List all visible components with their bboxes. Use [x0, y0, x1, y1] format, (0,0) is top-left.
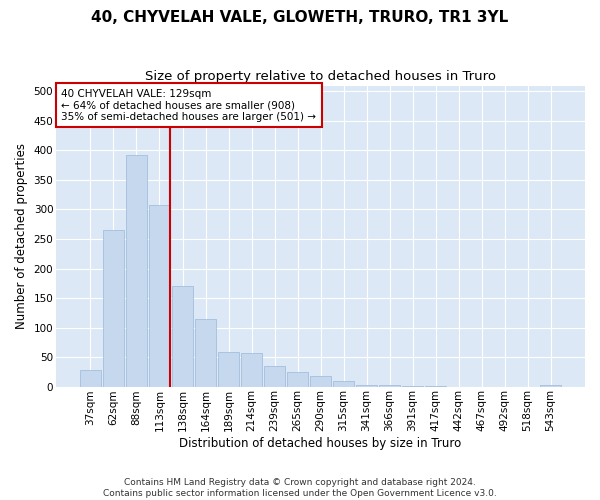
Bar [218, 352, 239, 386]
Bar [80, 370, 101, 386]
Text: 40 CHYVELAH VALE: 129sqm
← 64% of detached houses are smaller (908)
35% of semi-: 40 CHYVELAH VALE: 129sqm ← 64% of detach… [61, 88, 316, 122]
Text: 40, CHYVELAH VALE, GLOWETH, TRURO, TR1 3YL: 40, CHYVELAH VALE, GLOWETH, TRURO, TR1 3… [91, 10, 509, 25]
Bar [356, 385, 377, 386]
Title: Size of property relative to detached houses in Truro: Size of property relative to detached ho… [145, 70, 496, 83]
Bar [333, 380, 354, 386]
X-axis label: Distribution of detached houses by size in Truro: Distribution of detached houses by size … [179, 437, 461, 450]
Bar [149, 205, 170, 386]
Bar [126, 154, 147, 386]
Text: Contains HM Land Registry data © Crown copyright and database right 2024.
Contai: Contains HM Land Registry data © Crown c… [103, 478, 497, 498]
Bar [310, 376, 331, 386]
Bar [264, 366, 285, 386]
Bar [287, 372, 308, 386]
Bar [172, 286, 193, 386]
Bar [195, 318, 216, 386]
Y-axis label: Number of detached properties: Number of detached properties [15, 143, 28, 329]
Bar [103, 230, 124, 386]
Bar [241, 353, 262, 386]
